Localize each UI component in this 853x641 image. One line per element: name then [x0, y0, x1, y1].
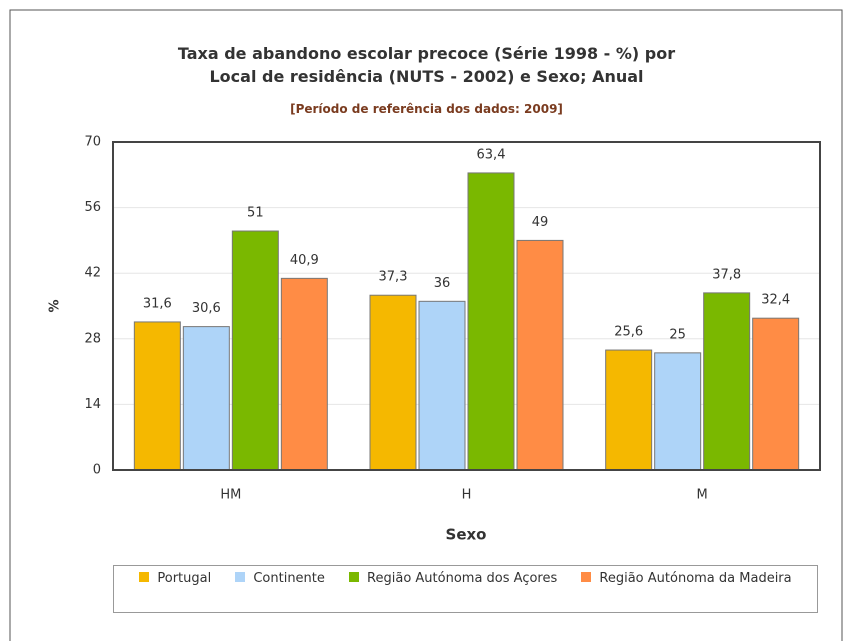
chart-title: Taxa de abandono escolar precoce (Série …	[177, 44, 676, 86]
y-tick-label: 42	[84, 266, 101, 281]
value-label: 63,4	[477, 147, 506, 162]
bar	[369, 294, 417, 471]
legend-item[interactable]: Região Autónoma dos Açores	[349, 571, 557, 586]
value-label: 31,6	[143, 296, 172, 311]
x-axis-title: Sexo	[446, 526, 487, 544]
chart-subtitle: [Período de referência dos dados: 2009]	[290, 102, 563, 116]
y-tick-label: 28	[84, 331, 101, 346]
bar	[605, 349, 653, 471]
y-tick-label: 70	[84, 135, 101, 150]
bar	[467, 172, 515, 471]
frame	[9, 9, 843, 641]
value-label: 25,6	[614, 325, 643, 340]
bar	[280, 277, 328, 471]
value-label: 51	[247, 206, 264, 221]
value-label: 37,3	[379, 270, 408, 285]
y-axis-title: %	[48, 299, 63, 312]
value-label: 30,6	[192, 301, 221, 316]
legend-label: Continente	[253, 571, 325, 586]
plot-background	[113, 142, 820, 470]
bar	[752, 317, 800, 471]
legend-swatch	[235, 572, 246, 582]
y-tick-label: 14	[84, 397, 101, 412]
bar	[231, 230, 279, 471]
bar	[703, 292, 751, 471]
legend-label: Região Autónoma dos Açores	[367, 571, 558, 586]
value-label: 37,8	[712, 267, 741, 282]
legend-swatch	[139, 572, 150, 582]
plot-border	[112, 141, 821, 471]
value-label: 25	[669, 327, 686, 342]
legend-label: Região Autónoma da Madeira	[599, 571, 792, 586]
legend-swatch	[581, 572, 592, 582]
value-label: 49	[532, 215, 549, 230]
legend-label: Portugal	[157, 571, 212, 586]
legend-item[interactable]: Região Autónoma da Madeira	[581, 571, 792, 586]
value-label: 36	[434, 276, 451, 291]
x-tick-label: H	[462, 488, 472, 503]
bar	[418, 300, 466, 471]
value-label: 40,9	[290, 253, 319, 268]
legend-swatch	[349, 572, 360, 582]
bar	[182, 326, 230, 471]
bar	[654, 352, 702, 471]
y-tick-label: 56	[84, 200, 101, 215]
bar	[516, 239, 564, 471]
value-label: 32,4	[761, 293, 790, 308]
legend: Portugal Continente Região Autónoma dos …	[113, 565, 818, 613]
y-tick-label: 0	[93, 463, 101, 478]
legend-item[interactable]: Portugal	[139, 571, 211, 586]
x-tick-label: M	[697, 488, 708, 503]
legend-item[interactable]: Continente	[235, 571, 325, 586]
x-tick-label: HM	[220, 488, 241, 503]
bar	[133, 321, 181, 471]
